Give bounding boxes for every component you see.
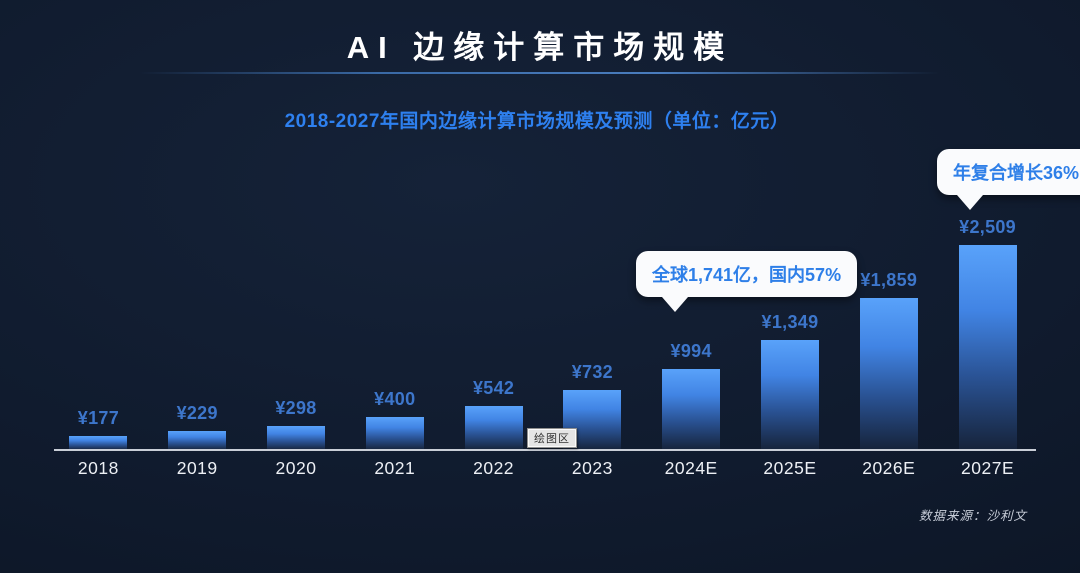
bar[interactable] [365,417,424,450]
bar[interactable] [760,340,819,450]
title-divider [139,72,940,74]
bar-column-2021: ¥400 [345,210,444,450]
x-axis-label: 2023 [571,458,613,478]
bar-column-2027E: ¥2,509 [938,210,1037,450]
bar[interactable] [168,431,227,450]
bar-value-label: ¥1,859 [860,270,918,290]
bar-column-2018: ¥177 [49,210,148,450]
callout-tail [957,195,983,210]
bar-column-2020: ¥298 [247,210,346,450]
bar-column-2023: ¥732 [543,210,642,450]
callout-tail [662,297,688,312]
x-axis-label: 2019 [176,458,218,478]
page-title: AI 边缘计算市场规模 [346,30,734,65]
x-axis-label: 2020 [275,458,317,478]
bar-column-2025E: ¥1,349 [741,210,840,450]
bar-value-label: ¥400 [374,389,416,409]
bar-value-label: ¥229 [176,403,218,423]
bar-value-label: ¥177 [77,408,120,428]
x-axis-label: 2022 [473,458,515,478]
x-axis-labels: 2018 2019 2020 2021 2022 2023 2024E 2025E 2026E 2… [49,458,1037,479]
bar[interactable] [266,426,325,450]
data-source-note: 数据来源：沙利文 [918,509,1027,523]
plot-area[interactable]: ¥177 ¥229 ¥298 ¥400 ¥542 ¥732 ¥994 ¥1,349 ¥1,859… [49,210,1037,450]
bar-value-label: ¥542 [472,378,515,398]
x-axis-label: 2024E [664,458,718,478]
bar[interactable] [859,298,918,450]
x-axis-label: 2018 [77,458,119,478]
chart-subtitle: 2018-2027年国内边缘计算市场规模及预测（单位：亿元） [284,111,790,132]
x-axis-label: 2027E [961,458,1015,478]
bar[interactable] [464,406,523,450]
x-axis-label: 2021 [374,458,416,478]
callout-global-share-text: 全球1,741亿，国内57% [652,265,842,285]
callout-cagr[interactable]: 年复合增长36% [937,149,1080,210]
bar-column-2022: ¥542 [444,210,543,450]
plot-area-tooltip: 绘图区 [527,428,577,448]
bar-column-2019: ¥229 [148,210,247,450]
callout-cagr-text: 年复合增长36% [953,163,1080,183]
bar-column-2024E: ¥994 [642,210,741,450]
bar-column-2026E: ¥1,859 [839,210,938,450]
bar[interactable] [69,436,128,450]
bar-value-label: ¥994 [670,341,712,361]
x-axis-line [54,449,1036,451]
bar[interactable] [662,369,721,450]
bar-value-label: ¥298 [275,398,317,418]
bar-value-label: ¥2,509 [959,217,1016,237]
bar-value-label: ¥1,349 [761,312,819,332]
x-axis-label: 2026E [862,458,916,478]
bar[interactable] [958,245,1017,450]
bar-value-label: ¥732 [571,362,613,382]
callout-global-share[interactable]: 全球1,741亿，国内57% [636,251,858,312]
x-axis-label: 2025E [763,458,817,478]
